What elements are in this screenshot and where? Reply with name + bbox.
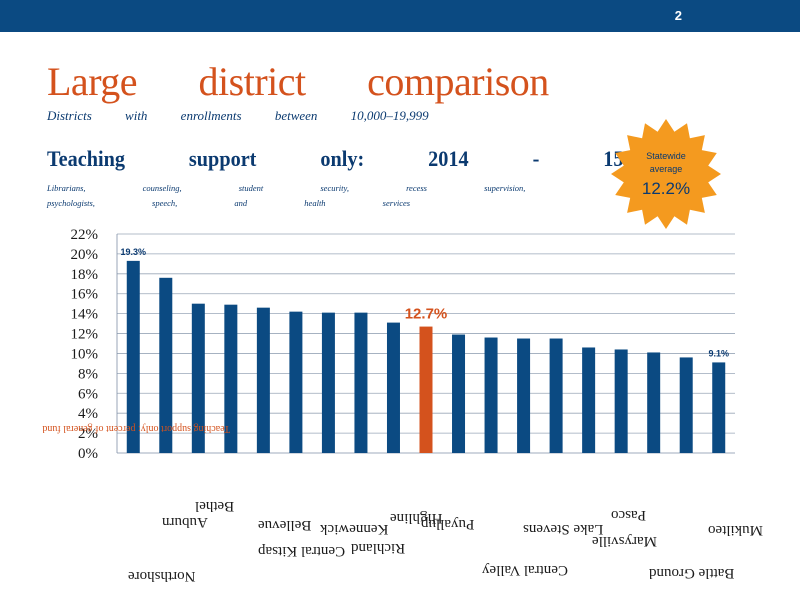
district-label: Bethel [195, 498, 235, 514]
y-tick-label: 8% [78, 366, 98, 382]
district-label: Bellevue [258, 517, 312, 533]
bar [517, 338, 531, 453]
bar [321, 312, 335, 453]
y-tick-label: 2% [78, 426, 98, 442]
bar [386, 322, 400, 453]
data-label: 12.7% [405, 306, 448, 323]
bar [191, 303, 205, 453]
data-label: 9.1% [708, 348, 729, 358]
badge-line2: average [650, 164, 683, 174]
district-label: Puyallup [421, 516, 475, 532]
bar [452, 334, 466, 453]
bar [354, 312, 368, 453]
district-label: Central Valley [482, 562, 568, 578]
y-tick-label: 16% [71, 287, 99, 303]
bar [289, 311, 303, 453]
y-tick-label: 20% [71, 247, 99, 263]
district-label: Pasco [611, 507, 646, 523]
bar [159, 277, 173, 453]
y-tick-label: 22% [71, 227, 99, 243]
y-tick-label: 6% [78, 386, 98, 402]
district-label: Lake Stevens [523, 521, 604, 537]
page-subtitle: Districts with enrollments between 10,00… [47, 108, 429, 123]
data-labels: 19.3% 12.7% 9.1% [120, 247, 728, 359]
bar [679, 357, 693, 453]
bar [484, 337, 498, 453]
y-tick-label: 14% [71, 307, 99, 323]
section-heading: Teaching support only: 2014 - 15 [47, 146, 624, 171]
header-bar: 2 [0, 0, 800, 32]
starburst-shape [611, 119, 721, 229]
district-label: Auburn [162, 514, 208, 530]
bar [582, 347, 596, 453]
district-label: Kennewick [320, 521, 389, 537]
data-label: 19.3% [120, 247, 146, 257]
y-tick-label: 0% [78, 446, 98, 462]
y-axis-ticks: 0% 2% 4% 6% 8% 10% 12% 14% 16% 18% 20% 22% [71, 227, 99, 462]
overlay-text: Teaching support only: percent of genera… [42, 423, 230, 434]
badge-value: 12.2% [642, 179, 690, 198]
y-tick-label: 10% [71, 346, 99, 362]
highlight-bar [419, 326, 433, 453]
bar-chart: 0% 2% 4% 6% 8% 10% 12% 14% 16% 18% 20% 22% 19.3% 12.… [42, 227, 735, 462]
district-label: Central Kitsap [258, 543, 346, 559]
bar [224, 304, 238, 453]
page-number: 2 [674, 8, 682, 23]
badge-line1: Statewide [646, 151, 686, 161]
district-label: Battle Ground [649, 565, 735, 581]
y-tick-label: 18% [71, 267, 99, 283]
bar [126, 260, 140, 453]
district-label: Mukilteo [708, 522, 763, 538]
bar [614, 349, 628, 453]
district-label: Northshore [128, 568, 196, 584]
category-note: Librarians, counseling, student security… [47, 183, 526, 208]
page-title: Large district comparison [47, 59, 549, 104]
y-tick-label: 4% [78, 406, 98, 422]
bar [549, 338, 563, 453]
bar [256, 307, 270, 453]
y-tick-label: 12% [71, 327, 99, 343]
district-label: Richland [351, 540, 406, 556]
bars [126, 260, 726, 453]
statewide-average-badge: Statewide average 12.2% [611, 119, 721, 229]
bar [647, 352, 661, 453]
bar [712, 362, 726, 453]
